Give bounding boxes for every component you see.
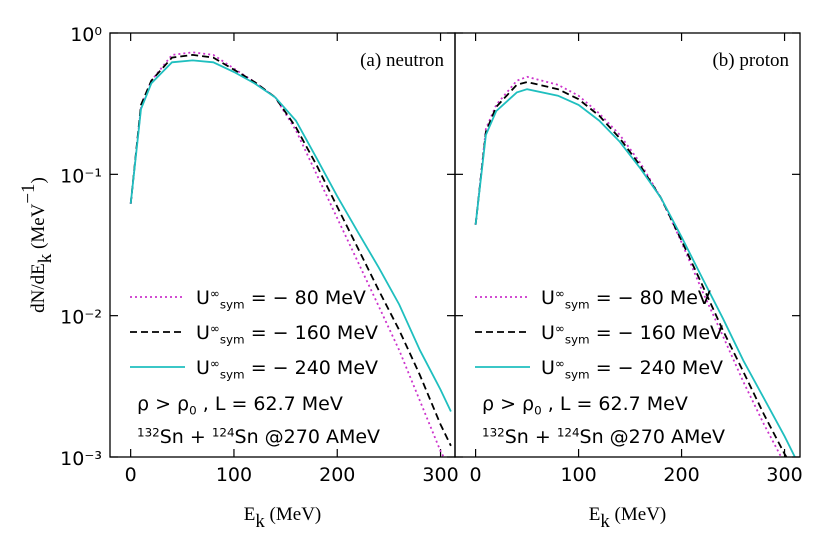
legend-label: U∞sym = − 240 MeV — [196, 357, 378, 382]
annotation: ρ > ρ0 , L = 62.7 MeV — [137, 393, 343, 417]
legend-label: U∞sym = − 160 MeV — [196, 322, 378, 347]
annotation: 132Sn + 124Sn @270 AMeV — [482, 426, 725, 448]
x-tick-label: 200 — [663, 464, 699, 486]
panel-title: (b) proton — [712, 50, 789, 71]
legend-label: U∞sym = − 240 MeV — [541, 357, 723, 382]
x-axis-label: Ek (MeV) — [589, 504, 667, 532]
legend-label: U∞sym = − 80 MeV — [541, 287, 711, 312]
x-tick-label: 100 — [216, 464, 252, 486]
plot-area — [129, 51, 452, 457]
annotation: 132Sn + 124Sn @270 AMeV — [137, 426, 380, 448]
series-line — [474, 88, 796, 457]
plot-area — [474, 75, 796, 457]
axes-frame — [454, 32, 801, 458]
y-tick-label: 10⁻¹ — [60, 165, 102, 187]
x-tick-label: 0 — [125, 464, 137, 486]
y-tick-label: 10⁻² — [60, 307, 102, 329]
series-line — [474, 75, 783, 457]
series-line — [129, 59, 452, 412]
y-tick-label: 10⁻³ — [60, 448, 102, 470]
y-tick-label: 10⁰ — [70, 24, 102, 46]
y-axis-label: dN/dEk (MeV−1) — [18, 177, 56, 313]
legend-label: U∞sym = − 160 MeV — [541, 322, 723, 347]
series-line — [129, 51, 445, 457]
panel-title: (a) neutron — [360, 50, 444, 71]
series-line — [129, 53, 452, 447]
x-tick-label: 200 — [319, 464, 355, 486]
x-tick-label: 0 — [470, 464, 482, 486]
annotation: ρ > ρ0 , L = 62.7 MeV — [482, 393, 688, 417]
x-tick-label: 300 — [766, 464, 802, 486]
x-tick-label: 100 — [560, 464, 596, 486]
series-line — [474, 81, 788, 457]
x-tick-label: 300 — [422, 464, 458, 486]
x-axis-label: Ek (MeV) — [244, 504, 322, 532]
legend-label: U∞sym = − 80 MeV — [196, 287, 366, 312]
